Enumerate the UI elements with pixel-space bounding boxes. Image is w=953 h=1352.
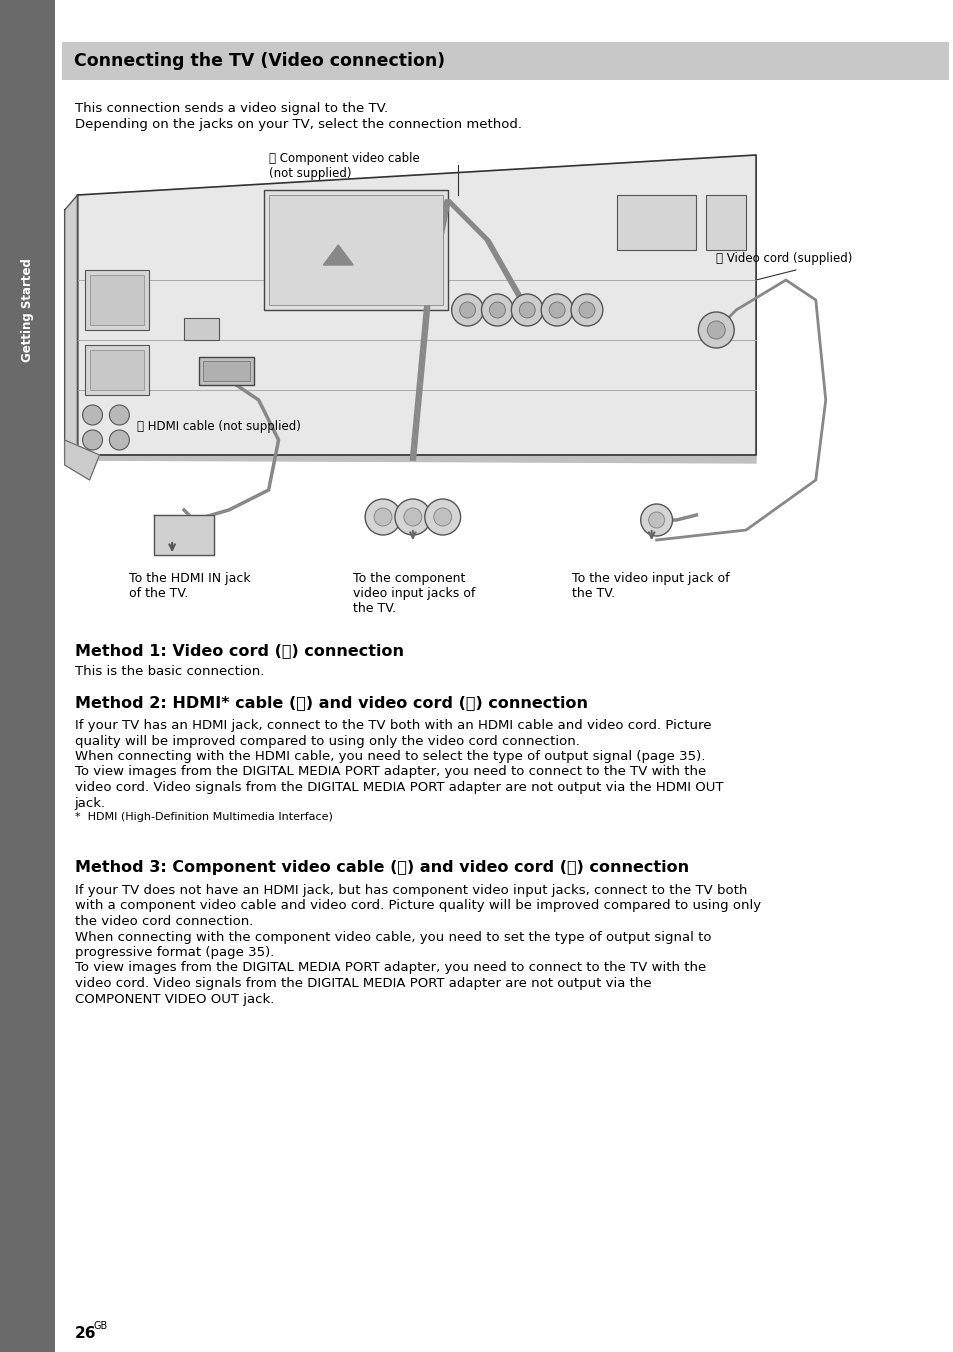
Bar <box>617 195 696 250</box>
Circle shape <box>489 301 505 318</box>
Text: To the component
video input jacks of
the TV.: To the component video input jacks of th… <box>353 572 475 615</box>
Circle shape <box>434 508 451 526</box>
Circle shape <box>83 430 102 450</box>
Text: Getting Started: Getting Started <box>21 258 33 362</box>
Bar <box>203 361 250 381</box>
Text: 26: 26 <box>74 1326 96 1341</box>
Polygon shape <box>65 439 99 480</box>
Bar <box>199 357 253 385</box>
Circle shape <box>459 301 475 318</box>
Text: To the video input jack of
the TV.: To the video input jack of the TV. <box>572 572 729 600</box>
Text: progressive format (page 35).: progressive format (page 35). <box>74 946 274 959</box>
Circle shape <box>374 508 392 526</box>
Bar <box>705 195 745 250</box>
Text: video cord. Video signals from the DIGITAL MEDIA PORT adapter are not output via: video cord. Video signals from the DIGIT… <box>74 977 651 990</box>
Text: To view images from the DIGITAL MEDIA PORT adapter, you need to connect to the T: To view images from the DIGITAL MEDIA PO… <box>74 961 705 975</box>
Text: video cord. Video signals from the DIGITAL MEDIA PORT adapter are not output via: video cord. Video signals from the DIGIT… <box>74 781 722 794</box>
Text: Method 3: Component video cable (Ⓒ) and video cord (Ⓐ) connection: Method 3: Component video cable (Ⓒ) and … <box>74 860 688 875</box>
Text: GB: GB <box>93 1321 108 1330</box>
Text: Ⓐ Video cord (supplied): Ⓐ Video cord (supplied) <box>716 251 852 265</box>
Circle shape <box>110 430 130 450</box>
Circle shape <box>511 293 542 326</box>
Circle shape <box>424 499 460 535</box>
Text: Connecting the TV (Video connection): Connecting the TV (Video connection) <box>73 51 444 70</box>
Polygon shape <box>154 515 213 556</box>
Bar <box>184 318 218 339</box>
Text: To the HDMI IN jack
of the TV.: To the HDMI IN jack of the TV. <box>130 572 251 600</box>
Bar <box>269 195 442 306</box>
Text: If your TV has an HDMI jack, connect to the TV both with an HDMI cable and video: If your TV has an HDMI jack, connect to … <box>74 719 710 731</box>
Circle shape <box>403 508 421 526</box>
Bar <box>90 274 144 324</box>
Circle shape <box>451 293 483 326</box>
Text: Ⓑ HDMI cable (not supplied): Ⓑ HDMI cable (not supplied) <box>137 420 301 433</box>
Circle shape <box>481 293 513 326</box>
Circle shape <box>518 301 535 318</box>
Text: *  HDMI (High-Definition Multimedia Interface): * HDMI (High-Definition Multimedia Inter… <box>74 813 333 822</box>
Text: quality will be improved compared to using only the video cord connection.: quality will be improved compared to usi… <box>74 734 578 748</box>
Bar <box>62 42 948 80</box>
Circle shape <box>640 504 672 535</box>
Polygon shape <box>65 456 756 462</box>
Circle shape <box>698 312 734 347</box>
Text: Method 2: HDMI* cable (Ⓑ) and video cord (Ⓐ) connection: Method 2: HDMI* cable (Ⓑ) and video cord… <box>74 695 587 710</box>
Bar <box>85 270 149 330</box>
Circle shape <box>706 320 724 339</box>
Circle shape <box>578 301 595 318</box>
Polygon shape <box>65 195 77 460</box>
Text: Depending on the jacks on your TV, select the connection method.: Depending on the jacks on your TV, selec… <box>74 118 521 131</box>
Text: with a component video cable and video cord. Picture quality will be improved co: with a component video cable and video c… <box>74 899 760 913</box>
Text: When connecting with the component video cable, you need to set the type of outp: When connecting with the component video… <box>74 930 710 944</box>
Polygon shape <box>323 245 353 265</box>
Text: This is the basic connection.: This is the basic connection. <box>74 665 264 677</box>
Circle shape <box>83 406 102 425</box>
Circle shape <box>110 406 130 425</box>
Text: When connecting with the HDMI cable, you need to select the type of output signa: When connecting with the HDMI cable, you… <box>74 750 704 763</box>
Text: COMPONENT VIDEO OUT jack.: COMPONENT VIDEO OUT jack. <box>74 992 274 1006</box>
Circle shape <box>365 499 400 535</box>
Circle shape <box>540 293 573 326</box>
Circle shape <box>648 512 664 529</box>
Polygon shape <box>77 155 756 456</box>
Text: jack.: jack. <box>74 796 106 810</box>
Text: Ⓒ Component video cable
(not supplied): Ⓒ Component video cable (not supplied) <box>269 151 419 180</box>
Text: Method 1: Video cord (Ⓐ) connection: Method 1: Video cord (Ⓐ) connection <box>74 644 403 658</box>
Text: This connection sends a video signal to the TV.: This connection sends a video signal to … <box>74 101 387 115</box>
Bar <box>263 191 447 310</box>
Bar <box>85 345 149 395</box>
Text: the video cord connection.: the video cord connection. <box>74 915 253 927</box>
Bar <box>0 0 54 1352</box>
Circle shape <box>549 301 564 318</box>
Text: If your TV does not have an HDMI jack, but has component video input jacks, conn: If your TV does not have an HDMI jack, b… <box>74 884 746 896</box>
Text: To view images from the DIGITAL MEDIA PORT adapter, you need to connect to the T: To view images from the DIGITAL MEDIA PO… <box>74 765 705 779</box>
Circle shape <box>395 499 431 535</box>
Bar <box>90 350 144 389</box>
Circle shape <box>571 293 602 326</box>
